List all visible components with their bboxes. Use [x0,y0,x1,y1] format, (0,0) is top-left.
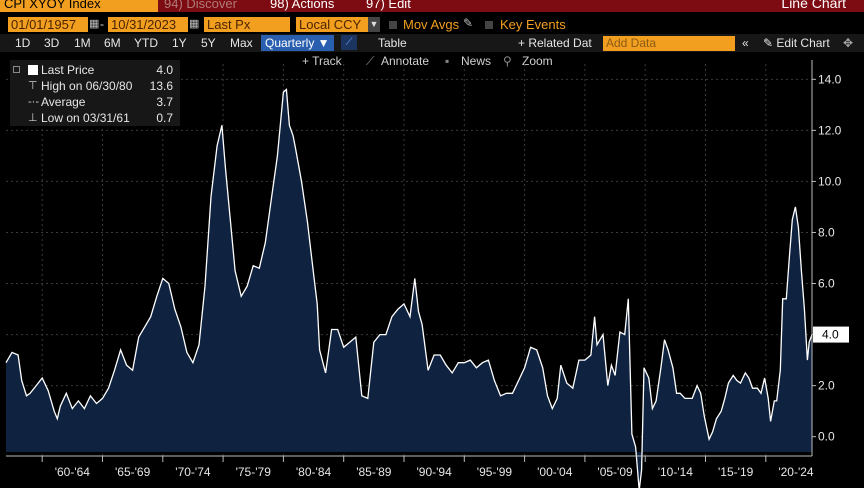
last-value-box [813,326,849,343]
range-max[interactable]: Max [230,36,253,50]
line-chart-icon[interactable]: ⟋ [341,35,357,50]
table-button[interactable]: Table [378,36,407,50]
y-tick-label: 14.0 [818,72,842,86]
x-tick-label: '80-'84 [296,465,332,479]
start-date-input[interactable]: 01/01/1957 [8,17,88,32]
expand-icon[interactable]: ✥ [843,36,854,50]
x-tick-label: '95-'99 [477,465,513,479]
news-tool[interactable]: News [461,54,492,68]
series-line [5,88,813,488]
period-select[interactable]: Quarterly ▼ [261,35,334,51]
annotate-tool[interactable]: Annotate [381,54,430,68]
related-data-button[interactable]: + Related Dat [518,36,592,50]
collapse-button[interactable]: « [742,36,749,50]
x-tick-label: '75-'79 [236,465,272,479]
add-data-input[interactable]: Add Data [603,36,735,51]
annotate-icon: ⟋ [366,54,375,68]
x-axis: '60-'64 '65-'69 '70-'74 '75-'79 '80-'84 '85-'… [6,455,814,479]
low-marker-icon: ⊥ [28,112,38,124]
end-date-input[interactable]: 10/31/2023 [108,17,188,32]
ticker-field[interactable]: CPI XYOY Index [0,0,158,12]
legend-low-label: Low on 03/31/61 [41,111,130,125]
news-icon: ▪ [445,54,450,68]
series-area [6,89,812,488]
x-tick-label: '85-'89 [356,465,392,479]
calendar-icon[interactable]: ▦ [189,18,200,30]
mov-avgs-label[interactable]: Mov Avgs [403,17,460,32]
legend-high-label: High on 06/30/80 [41,79,133,93]
range-6m[interactable]: 6M [104,36,121,50]
legend[interactable]: Last Price 4.0 ⊤ High on 06/30/80 13.6 -… [10,60,180,126]
date-separator: - [100,17,104,31]
edit-chart-button[interactable]: ✎ Edit Chart [763,36,830,50]
x-tick-label: '65-'69 [115,465,151,479]
y-tick-label: 10.0 [818,174,842,188]
y-tick-label: 0.0 [818,430,835,444]
zoom-tool[interactable]: Zoom [522,54,553,68]
y-tick-label: 6.0 [818,277,835,291]
calendar-icon[interactable]: ▦ [89,18,100,30]
range-ytd[interactable]: YTD [134,36,158,50]
discover-menu[interactable]: 94) Discover [164,0,237,11]
x-tick-label: '60-'64 [55,465,91,479]
chart-tools: + Track ⟋ Annotate ▪ News ⚲ Zoom [0,52,864,70]
key-events-checkbox[interactable] [485,21,493,29]
field-select[interactable]: Last Px [204,17,290,32]
legend-low-row: ⊥ Low on 03/31/61 0.7 [10,110,180,126]
range-1y[interactable]: 1Y [172,36,187,50]
x-tick-label: '70-'74 [175,465,211,479]
x-tick-label: '05-'09 [597,465,633,479]
x-tick-label: '90-'94 [417,465,453,479]
title-bar: CPI XYOY Index 94) Discover 98) Actions … [0,0,864,12]
range-5y[interactable]: 5Y [201,36,216,50]
legend-avg-row: -·- Average 3.7 [10,94,180,110]
legend-high-row: ⊤ High on 06/30/80 13.6 [10,78,180,94]
edit-menu[interactable]: 97) Edit [366,0,411,11]
range-3d[interactable]: 3D [44,36,60,50]
actions-menu[interactable]: 98) Actions [270,0,335,11]
legend-avg-label: Average [41,95,86,109]
magnifier-icon: ⚲ [503,54,512,68]
legend-last-value: 4.0 [156,63,173,77]
legend-high-value: 13.6 [149,79,173,93]
range-toolbar: 1D 3D 1M 6M YTD 1Y 5Y Max Quarterly ▼ ⟋ … [0,34,864,52]
y-tick-label: 2.0 [818,379,835,393]
range-1m[interactable]: 1M [74,36,91,50]
last-value-tag: 4.0 [813,326,849,343]
y-axis: 0.0 2.0 4.0 6.0 8.0 10.0 12.0 14.0 [811,60,842,456]
high-marker-icon: ⊤ [28,80,38,92]
y-tick-label: 12.0 [818,123,842,137]
legend-avg-value: 3.7 [156,95,173,109]
average-marker-icon: -·- [28,96,39,108]
track-tool[interactable]: + Track [302,54,342,68]
x-tick-label: '00-'04 [537,465,573,479]
mov-avgs-checkbox[interactable] [389,21,397,29]
currency-select[interactable]: Local CCY [296,17,368,32]
chart-type-label: Line Chart [781,0,846,11]
legend-last-label: Last Price [41,63,95,77]
legend-last-row: Last Price 4.0 [10,62,180,78]
last-value-text: 4.0 [822,328,839,342]
chevron-down-icon[interactable]: ▼ [368,17,380,32]
x-tick-label: '15-'19 [718,465,754,479]
series-swatch [28,65,38,75]
y-tick-label: 8.0 [818,225,835,239]
controls-row: 01/01/1957 ▦ - 10/31/2023 ▦ Last Px Loca… [0,16,864,34]
legend-low-value: 0.7 [156,111,173,125]
pencil-icon[interactable]: ✎ [463,16,474,30]
legend-toggle-icon[interactable] [13,66,20,73]
x-tick-label: '20-'24 [778,465,814,479]
x-tick-label: '10-'14 [658,465,694,479]
key-events-label[interactable]: Key Events [500,17,566,32]
range-1d[interactable]: 1D [15,36,31,50]
